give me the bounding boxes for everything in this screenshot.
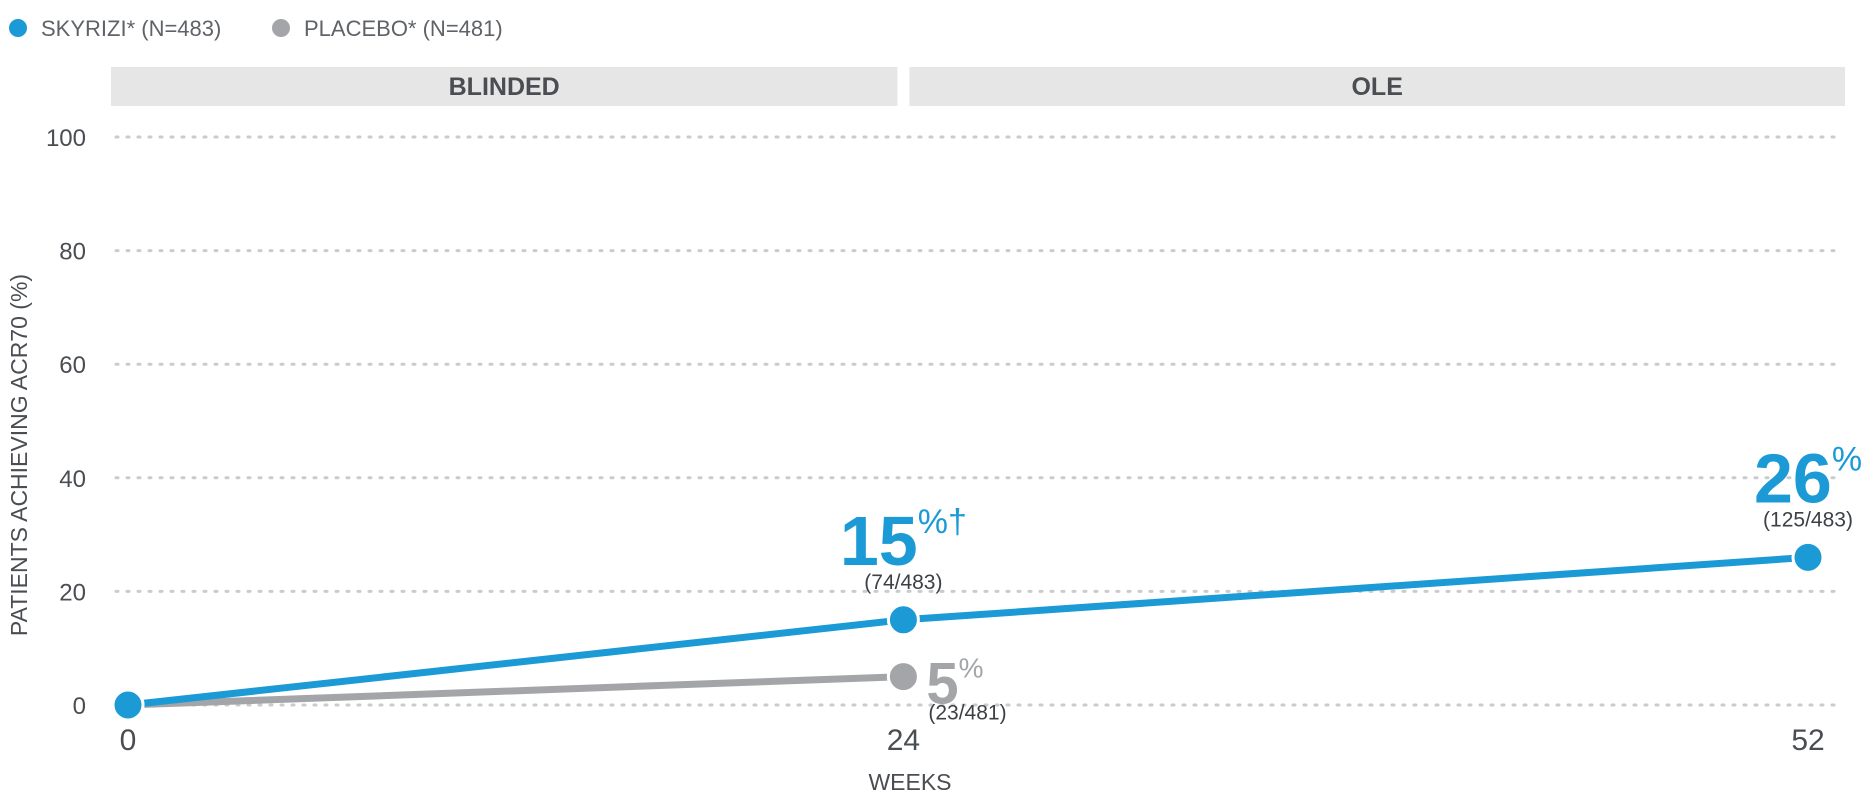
series-line-placebo — [124, 673, 907, 709]
data-label-fraction-skyrizi-week-52: (125/483) — [1763, 508, 1853, 531]
x-tick-52: 52 — [1791, 724, 1824, 757]
y-tick-80: 80 — [59, 239, 86, 266]
data-label-value-skyrizi-week-52: 26% — [1754, 439, 1862, 517]
phase-bands: BLINDED OLE — [111, 67, 1845, 106]
x-tick-0: 0 — [120, 724, 137, 757]
series-points — [111, 540, 1825, 722]
data-label-suffix: % — [959, 653, 984, 684]
y-tick-20: 20 — [59, 579, 86, 606]
y-axis-ticks: 0 20 40 60 80 100 — [46, 125, 86, 720]
legend: SKYRIZI* (N=483) PLACEBO* (N=481) — [9, 16, 503, 41]
y-axis-title: PATIENTS ACHIEVING ACR70 (%) — [6, 274, 32, 636]
data-label-suffix: % — [1832, 440, 1862, 478]
y-tick-100: 100 — [46, 125, 86, 152]
legend-label-skyrizi: SKYRIZI* (N=483) — [41, 16, 221, 41]
phase-label-blinded: BLINDED — [449, 73, 560, 101]
y-tick-60: 60 — [59, 352, 86, 379]
data-label-number: 26 — [1754, 439, 1832, 517]
legend-marker-skyrizi — [9, 19, 27, 37]
phase-label-ole: OLE — [1351, 73, 1402, 101]
data-point-skyrizi-week-0 — [111, 688, 145, 722]
legend-marker-placebo — [272, 19, 290, 37]
data-label-fraction-skyrizi-week-24: (74/483) — [864, 571, 942, 594]
gridlines — [114, 135, 1844, 707]
phase-band-blinded — [111, 67, 898, 106]
y-tick-0: 0 — [73, 693, 86, 720]
phase-band-ole — [909, 67, 1845, 106]
legend-label-placebo: PLACEBO* (N=481) — [304, 16, 503, 41]
data-labels: 15%†(74/483)26%(125/483)5%(23/481) — [840, 439, 1862, 724]
x-axis-ticks: 0 24 52 — [120, 724, 1825, 757]
data-label-fraction-placebo-week-24: (23/481) — [928, 702, 1006, 725]
y-tick-40: 40 — [59, 466, 86, 493]
data-label-value-skyrizi-week-24: 15%† — [840, 502, 967, 580]
data-point-placebo-week-24 — [886, 660, 920, 694]
data-label-number: 15 — [840, 502, 918, 580]
data-label-suffix: %† — [918, 503, 967, 541]
data-label-number: 5 — [926, 652, 958, 717]
x-tick-24: 24 — [887, 724, 920, 757]
data-point-skyrizi-week-24 — [886, 603, 920, 637]
data-point-skyrizi-week-52 — [1791, 540, 1825, 574]
x-axis-title: WEEKS — [868, 769, 951, 795]
data-label-value-placebo-week-24: 5% — [926, 652, 983, 717]
